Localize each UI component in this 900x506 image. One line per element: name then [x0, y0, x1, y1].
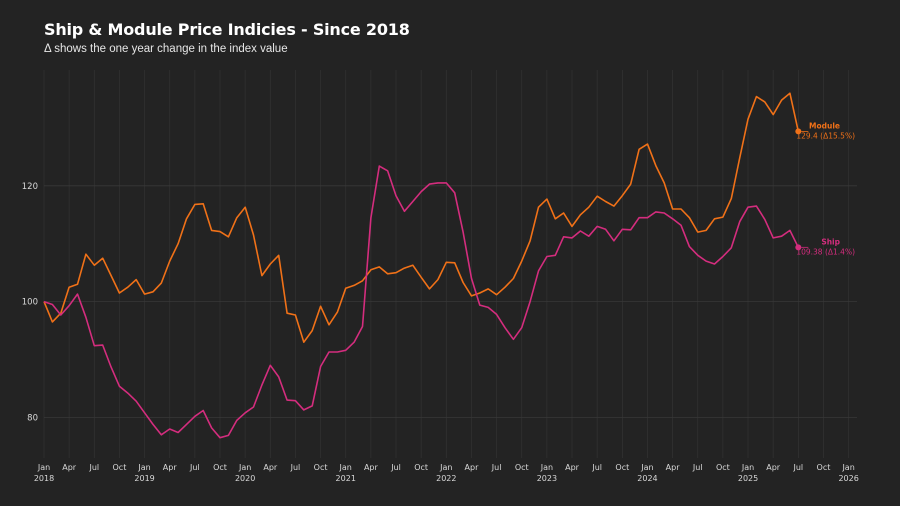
x-tick-month: Jan	[339, 463, 352, 472]
y-tick-label: 80	[27, 413, 38, 423]
end-label-name-module: Module	[809, 121, 840, 130]
x-tick-month: Oct	[314, 463, 328, 472]
x-tick-year: 2025	[738, 474, 758, 483]
x-tick-year: 2020	[235, 474, 255, 483]
x-tick-month: Jul	[290, 463, 301, 472]
x-tick-month: Jul	[390, 463, 401, 472]
x-tick-month: Jan	[841, 463, 854, 472]
x-tick-month: Jan	[238, 463, 251, 472]
x-tick-month: Jan	[439, 463, 452, 472]
x-tick-month: Oct	[213, 463, 227, 472]
x-tick-month: Apr	[666, 463, 681, 472]
x-tick-month: Jan	[137, 463, 150, 472]
x-tick-month: Oct	[113, 463, 127, 472]
grid	[43, 70, 857, 458]
x-tick-month: Apr	[263, 463, 278, 472]
x-tick-month: Jul	[591, 463, 602, 472]
x-tick-month: Jul	[88, 463, 99, 472]
x-tick-month: Jul	[189, 463, 200, 472]
x-tick-year: 2026	[838, 474, 858, 483]
end-marker-ship	[795, 244, 802, 251]
x-tick-month: Jul	[793, 463, 804, 472]
x-tick-month: Oct	[716, 463, 730, 472]
end-label-value-ship: 109.38 (Δ1.4%)	[796, 247, 855, 256]
x-tick-month: Jan	[741, 463, 754, 472]
x-tick-month: Apr	[62, 463, 77, 472]
y-tick-label: 100	[22, 298, 38, 308]
x-tick-year: 2018	[34, 474, 54, 483]
x-tick-year: 2024	[637, 474, 657, 483]
x-tick-month: Apr	[565, 463, 580, 472]
chart-subtitle: Δ shows the one year change in the index…	[44, 43, 288, 55]
y-tick-label: 120	[22, 182, 38, 192]
x-tick-year: 2019	[134, 474, 154, 483]
x-tick-month: Jan	[640, 463, 653, 472]
x-tick-month: Jul	[491, 463, 502, 472]
series-lines	[43, 92, 800, 439]
x-tick-year: 2022	[436, 474, 456, 483]
end-label-value-module: 129.4 (Δ15.5%)	[796, 131, 855, 140]
x-tick-month: Apr	[364, 463, 379, 472]
x-tick-month: Apr	[465, 463, 480, 472]
x-axis: Jan 2018 Apr Jul Oct Jan 2019 Apr Jul Oct Jan 2020 A…	[34, 463, 859, 483]
x-tick-month: Jan	[37, 463, 50, 472]
x-tick-month: Oct	[615, 463, 629, 472]
x-tick-month: Apr	[766, 463, 781, 472]
x-tick-year: 2023	[537, 474, 557, 483]
x-tick-year: 2021	[336, 474, 356, 483]
end-marker-module	[795, 128, 802, 135]
x-tick-month: Jan	[540, 463, 553, 472]
chart-title: Ship & Module Price Indicies - Since 201…	[44, 20, 410, 39]
x-tick-month: Jul	[692, 463, 703, 472]
x-tick-month: Apr	[163, 463, 178, 472]
series-line-module	[43, 92, 800, 344]
y-axis: 80 100 120	[22, 182, 38, 424]
x-tick-month: Oct	[817, 463, 831, 472]
x-tick-month: Oct	[414, 463, 428, 472]
series-line-ship	[43, 165, 800, 439]
end-label-name-ship: Ship	[821, 237, 840, 246]
x-tick-month: Oct	[515, 463, 529, 472]
